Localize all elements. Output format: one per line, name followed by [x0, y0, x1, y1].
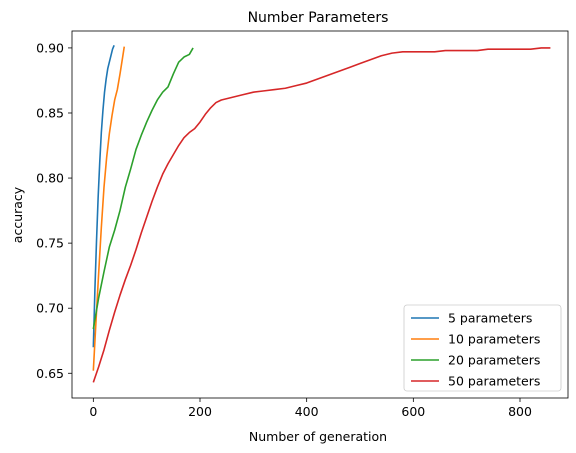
- series-line-2: [92, 47, 194, 330]
- y-tick-label: 0.80: [36, 171, 64, 186]
- chart-title: Number Parameters: [248, 10, 389, 26]
- series-line-1: [92, 46, 126, 371]
- x-tick-label: 400: [295, 404, 319, 419]
- plot-frame: [71, 30, 569, 399]
- x-tick-label: 800: [508, 404, 532, 419]
- x-tick-label: 600: [401, 404, 425, 419]
- legend-label: 20 parameters: [448, 353, 540, 368]
- legend-frame: [403, 304, 562, 392]
- y-tick-label: 0.75: [36, 236, 64, 251]
- x-tick-label: 0: [89, 404, 97, 419]
- y-tick-label: 0.65: [36, 366, 64, 381]
- y-tick-label: 0.90: [36, 40, 64, 55]
- plot-lines: [92, 45, 551, 383]
- y-axis-ticks: 0.65 0.70 0.75 0.80 0.85 0.90: [36, 40, 72, 381]
- y-tick-label: 0.70: [36, 301, 64, 316]
- legend-label: 5 parameters: [448, 311, 532, 326]
- x-tick-label: 200: [188, 404, 212, 419]
- x-axis-label: Number of generation: [249, 429, 387, 444]
- series-line-0: [92, 45, 115, 348]
- y-axis-label: accuracy: [10, 186, 25, 243]
- x-axis-ticks: 0 200 400 600 800: [89, 398, 532, 419]
- y-tick-label: 0.85: [36, 105, 64, 120]
- legend-label: 10 parameters: [448, 332, 540, 347]
- legend-label: 50 parameters: [448, 374, 540, 389]
- legend: 5 parameters 10 parameters 20 parameters 50…: [403, 304, 562, 392]
- series-line-3: [92, 47, 551, 383]
